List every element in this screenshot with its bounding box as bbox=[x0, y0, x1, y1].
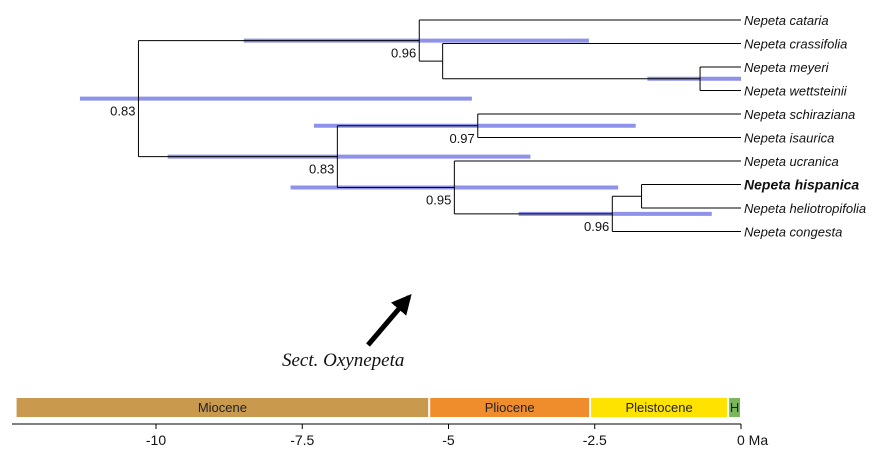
epoch-label-pleistocene: Pleistocene bbox=[625, 400, 692, 415]
tip-label-cataria: Nepeta cataria bbox=[744, 13, 829, 28]
support-n_si: 0.97 bbox=[449, 131, 474, 146]
support-n_C: 0.95 bbox=[426, 192, 451, 207]
epoch-label-holocene: H bbox=[730, 400, 739, 415]
axis-tick-label: 0 Ma bbox=[737, 432, 768, 448]
axis-tick-label: -10 bbox=[146, 432, 166, 448]
tip-label-crassifolia: Nepeta crassifolia bbox=[744, 37, 847, 52]
epoch-label-miocene: Miocene bbox=[198, 400, 247, 415]
geologic-timescale: Miocene Pliocene Pleistocene H bbox=[16, 398, 740, 417]
tip-labels: Nepeta cataria Nepeta crassifolia Nepeta m… bbox=[744, 13, 866, 240]
support-n_D: 0.96 bbox=[584, 219, 609, 234]
support-n_A: 0.96 bbox=[391, 46, 416, 61]
tip-label-wettsteinii: Nepeta wettsteinii bbox=[744, 84, 848, 99]
axis-tick-label: -2.5 bbox=[583, 432, 607, 448]
support-n_B: 0.83 bbox=[309, 162, 334, 177]
axis-tick-label: -5 bbox=[442, 432, 455, 448]
epoch-holocene bbox=[729, 398, 740, 417]
tip-label-schiraziana: Nepeta schiraziana bbox=[744, 107, 855, 122]
tree-branches bbox=[137, 19, 741, 232]
epoch-label-pliocene: Pliocene bbox=[485, 400, 535, 415]
axis-tick-label: -7.5 bbox=[290, 432, 314, 448]
tip-label-congesta: Nepeta congesta bbox=[744, 225, 842, 240]
epoch-miocene bbox=[16, 398, 429, 417]
tip-label-isaurica: Nepeta isaurica bbox=[744, 131, 834, 146]
tip-label-heliotropifolia: Nepeta heliotropifolia bbox=[744, 201, 866, 216]
tip-label-ucranica: Nepeta ucranica bbox=[744, 154, 839, 169]
epoch-pliocene bbox=[430, 398, 590, 417]
support-n_root: 0.83 bbox=[110, 104, 135, 119]
annotation-label: Sect. Oxynepeta bbox=[282, 350, 404, 371]
epoch-pleistocene bbox=[591, 398, 728, 417]
support-values: 0.83 0.96 0.83 0.97 0.95 0.96 bbox=[110, 46, 609, 234]
tip-label-hispanica: Nepeta hispanica bbox=[744, 177, 859, 193]
tip-label-meyeri: Nepeta meyeri bbox=[744, 60, 830, 75]
annotation-arrow bbox=[366, 293, 412, 347]
time-axis: -10 -7.5 -5 -2.5 0 Ma bbox=[12, 423, 768, 448]
section-annotation: Sect. Oxynepeta bbox=[282, 293, 412, 371]
